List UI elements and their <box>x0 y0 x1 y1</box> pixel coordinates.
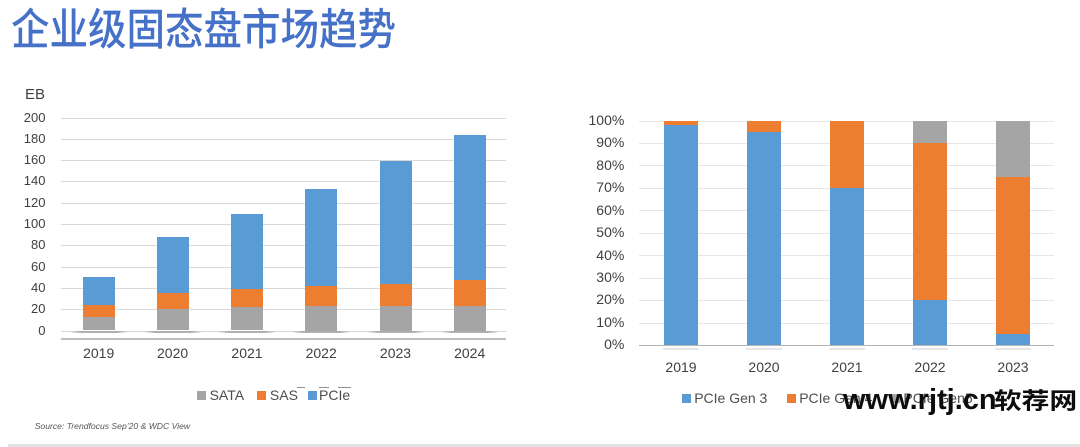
svg-text:www.rjtj.cn: www.rjtj.cn <box>842 384 997 416</box>
